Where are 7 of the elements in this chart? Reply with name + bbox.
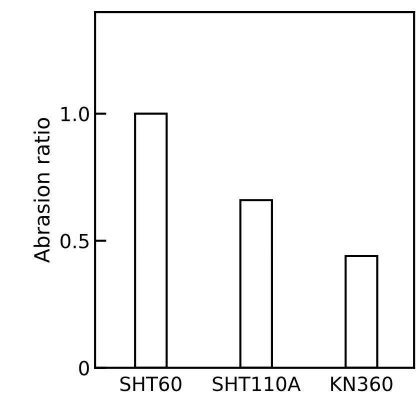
y-axis-title: Abrasion ratio (34, 118, 50, 263)
y-tick-label: 1.0 (61, 106, 89, 122)
x-tick-label: SHT110A (212, 376, 301, 392)
x-tick-label: SHT60 (120, 376, 182, 392)
x-tick-label: KN360 (331, 376, 392, 392)
y-tick-label: 0 (79, 360, 89, 376)
y-tick-label: 0.5 (60, 234, 89, 248)
